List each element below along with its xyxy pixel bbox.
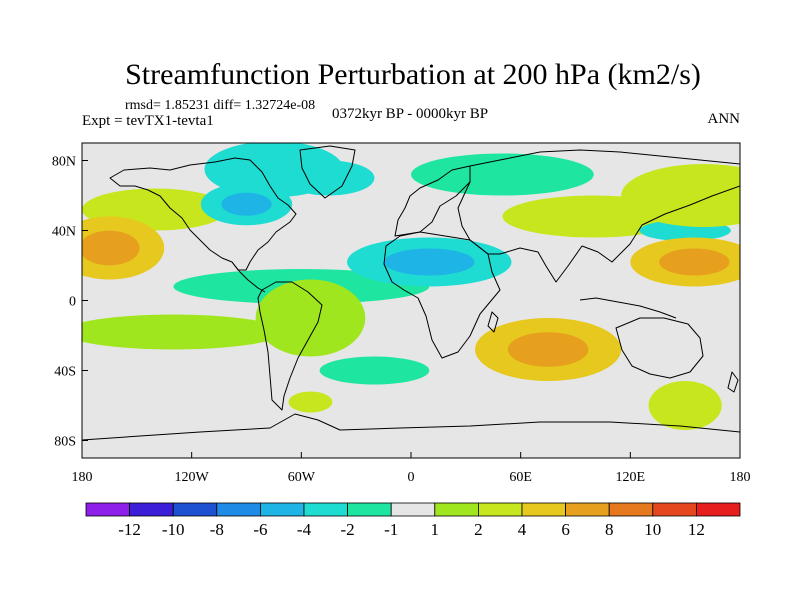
experiment-label: Expt = tevTX1-tevta1	[82, 113, 214, 129]
x-tick-label: 120W	[175, 470, 210, 485]
field-core-pacific-high	[82, 230, 140, 266]
colorbar-label: -12	[118, 520, 141, 539]
colorbar-swatch	[347, 502, 392, 517]
y-tick-label: 40S	[54, 365, 76, 380]
x-axis: 180 120W 60W 0 60E 120E 180	[72, 452, 751, 485]
field-epac-high	[82, 314, 284, 350]
field-core-indian-high	[507, 332, 589, 367]
y-tick-label: 40N	[52, 225, 76, 240]
colorbar-label: 4	[518, 520, 527, 539]
y-tick-label: 80S	[54, 435, 76, 450]
colorbar-label: -10	[162, 520, 185, 539]
colorbar-swatch	[172, 502, 218, 517]
colorbar-label: 6	[561, 520, 570, 539]
x-tick-label: 60W	[288, 470, 316, 485]
colorbar-swatch	[216, 502, 261, 517]
coast-asia	[457, 149, 740, 283]
y-tick-label: 0	[69, 295, 76, 310]
y-axis: 80N 40N 0 40S 80S	[52, 155, 88, 450]
field-eurasia-low	[411, 153, 594, 196]
colorbar-swatch	[521, 502, 566, 517]
field-layer	[82, 143, 740, 430]
colorbar-swatch	[259, 502, 305, 517]
colorbar: -12 -10 -8 -6 -4 -2 -1 1 2 4 6 8 10 12	[85, 502, 741, 539]
y-tick-label: 80N	[52, 155, 76, 170]
colorbar-label: 10	[644, 520, 661, 539]
coast-indonesia	[579, 297, 677, 319]
coast-south-america	[257, 281, 323, 411]
coast-greenland	[299, 145, 356, 199]
colorbar-label: -6	[253, 520, 267, 539]
season-label: ANN	[708, 111, 741, 127]
coast-madagascar	[487, 311, 499, 333]
colorbar-label: -8	[210, 520, 224, 539]
field-asia-high	[621, 164, 740, 227]
coast-north-america	[109, 157, 297, 271]
colorbar-label: -2	[341, 520, 355, 539]
x-tick-label: 60E	[509, 470, 532, 485]
field-samerica-high	[255, 279, 366, 357]
field-core-canada-low	[221, 192, 272, 216]
colorbar-label: -1	[384, 520, 398, 539]
field-southern-high	[288, 391, 333, 413]
colorbar-label: 8	[605, 520, 614, 539]
field-core-wpacific-high	[659, 248, 730, 276]
colorbar-swatch	[434, 502, 479, 517]
x-tick-label: 120E	[616, 470, 646, 485]
coast-australia	[615, 317, 704, 379]
x-tick-label: 0	[408, 470, 415, 485]
coast-antarctica	[82, 413, 740, 441]
field-spacific-low	[319, 356, 430, 385]
colorbar-swatch	[129, 502, 174, 517]
colorbar-label: 1	[431, 520, 440, 539]
colorbar-label: 12	[688, 520, 705, 539]
colorbar-swatch	[696, 502, 741, 517]
stats-label: rmsd= 1.85231 diff= 1.32724e-08	[125, 98, 315, 113]
colorbar-swatch	[608, 502, 654, 517]
period-label: 0372kyr BP - 0000kyr BP	[332, 106, 488, 122]
field-core-nafrica-low	[384, 248, 475, 276]
coastline-layer	[82, 145, 740, 441]
colorbar-swatch	[565, 502, 610, 517]
colorbar-swatch	[390, 502, 436, 517]
x-tick-label: 180	[730, 470, 751, 485]
colorbar-label: 2	[474, 520, 483, 539]
chart-title: Streamfunction Perturbation at 200 hPa (…	[125, 58, 701, 91]
coast-europe	[394, 165, 471, 237]
coast-africa	[383, 231, 501, 359]
colorbar-swatch	[652, 502, 697, 517]
coast-new-zealand	[727, 371, 739, 393]
colorbar-swatch	[85, 502, 130, 517]
field-greenland-low	[283, 160, 375, 196]
coast-central-america	[231, 261, 266, 293]
x-tick-label: 180	[72, 470, 93, 485]
colorbar-swatch	[303, 502, 348, 517]
colorbar-swatch	[477, 502, 523, 517]
field-sindian-high	[648, 381, 722, 430]
colorbar-label: -4	[297, 520, 312, 539]
